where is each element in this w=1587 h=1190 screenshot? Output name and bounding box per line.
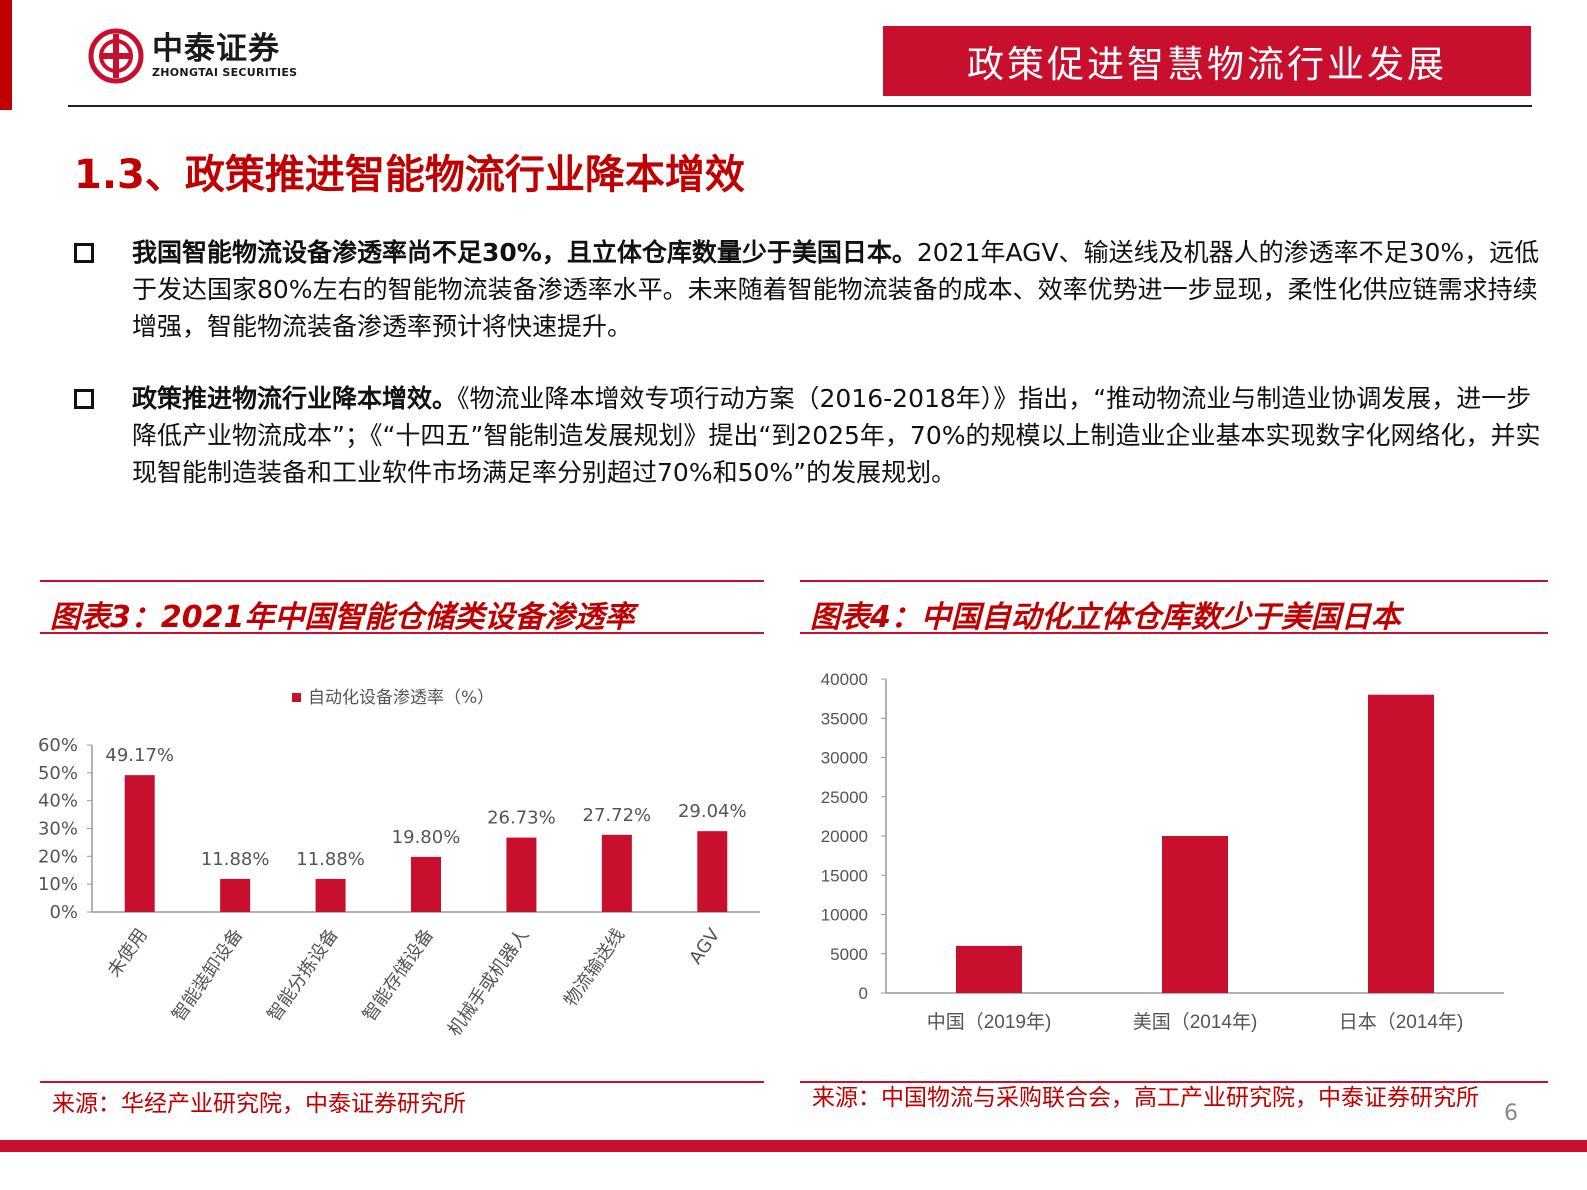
data-label: 11.88% [201,849,270,870]
y-tick-label: 5000 [830,945,868,964]
square-bullet-icon [74,243,94,263]
y-tick-label: 35000 [821,709,868,728]
x-tick-label: 智能存储设备 [359,925,438,1026]
bullet-2-heading: 政策推进物流行业降本增效。 [132,384,458,413]
zhongtai-logo-icon [88,28,144,84]
data-label: 11.88% [296,849,365,870]
bar [315,878,346,912]
legend-swatch [292,693,301,702]
header-banner: 政策促进智慧物流行业发展 [883,26,1531,96]
y-tick-label: 10% [38,874,78,895]
bullet-2-text: 《物流业降本增效专项行动方案（2016-2018年）》指出，“推动物流业与制造业… [132,384,1541,487]
warehouse-count-chart: 0 5000 10000 15000 20000 25000 30000 35000 40000… [821,670,1504,1033]
footer-bar [0,1140,1587,1152]
y-tick-label: 40% [38,791,78,812]
data-label: 49.17% [105,745,174,766]
data-label: 19.80% [392,827,461,848]
x-tick-label: 物流输送线 [560,925,629,1011]
bar [506,837,537,912]
bullet-point-2: 政策推进物流行业降本增效。《物流业降本增效专项行动方案（2016-2018年）》… [74,380,1544,491]
figure-4-title: 图表4：中国自动化立体仓库数少于美国日本 [800,580,1548,635]
section-title: 1.3、政策推进智能物流行业降本增效 [74,152,745,198]
x-tick-label: 日本（2014年) [1339,1011,1464,1033]
x-tick-label: 中国（2019年) [927,1011,1052,1033]
square-bullet-icon [74,389,94,409]
x-tick-label: 美国（2014年) [1133,1011,1258,1033]
figure-3-title: 图表3：2021年中国智能仓储类设备渗透率 [40,580,764,635]
y-tick-label: 40000 [821,670,868,689]
y-tick-label: 0% [49,902,78,923]
x-tick-label: AGV [685,924,725,968]
y-tick-label: 20% [38,846,78,867]
page-number: 6 [1504,1101,1518,1126]
y-tick-label: 60% [38,735,78,756]
bar [956,945,1022,993]
logo-cn-text: 中泰证券 [152,31,280,67]
bar [697,831,728,912]
y-tick-label: 0 [859,984,868,1003]
figure-3-source-divider [40,1081,764,1083]
bullet-1-text: 2021年AGV、输送线及机器人的渗透率不足30%，远低于发达国家80%左右的智… [132,238,1540,341]
data-label: 29.04% [678,801,747,822]
y-tick-label: 20000 [821,827,868,846]
bar [124,775,155,912]
y-tick-label: 25000 [821,788,868,807]
company-logo: 中泰证券 ZHONGTAI SECURITIES [88,28,297,84]
x-tick-label: 机械手或机器人 [444,925,533,1040]
x-tick-label: 未使用 [104,925,152,981]
y-tick-label: 30% [38,819,78,840]
figure-4-source: 来源：中国物流与采购联合会，高工产业研究院，中泰证券研究所 [812,1085,1479,1111]
x-tick-label: 智能分拣设备 [264,925,343,1026]
bar [1162,836,1228,993]
x-tick-label: 智能装卸设备 [168,925,247,1026]
figure-3-source: 来源：华经产业研究院，中泰证券研究所 [52,1091,466,1117]
figure-4-source-divider [800,1081,1548,1083]
data-label: 26.73% [487,808,556,829]
penetration-rate-chart: 自动化设备渗透率（%） 0% 10% 20% 30% 40% 50% 60% 49.17% 未使用… [38,688,760,1040]
bar [1368,694,1434,993]
y-tick-label: 50% [38,763,78,784]
header-divider [68,105,1532,107]
logo-en-text: ZHONGTAI SECURITIES [152,66,298,79]
bar [601,834,632,912]
bar [411,856,441,912]
y-tick-label: 15000 [821,866,868,885]
bar [220,878,251,912]
y-tick-label: 10000 [821,906,868,925]
legend-label: 自动化设备渗透率（%） [308,688,494,708]
y-tick-label: 30000 [821,749,868,768]
bullet-1-heading: 我国智能物流设备渗透率尚不足30%，且立体仓库数量少于美国日本。 [132,238,917,267]
bullet-point-1: 我国智能物流设备渗透率尚不足30%，且立体仓库数量少于美国日本。2021年AGV… [74,234,1544,345]
data-label: 27.72% [583,805,652,826]
left-accent-strip [0,0,12,110]
